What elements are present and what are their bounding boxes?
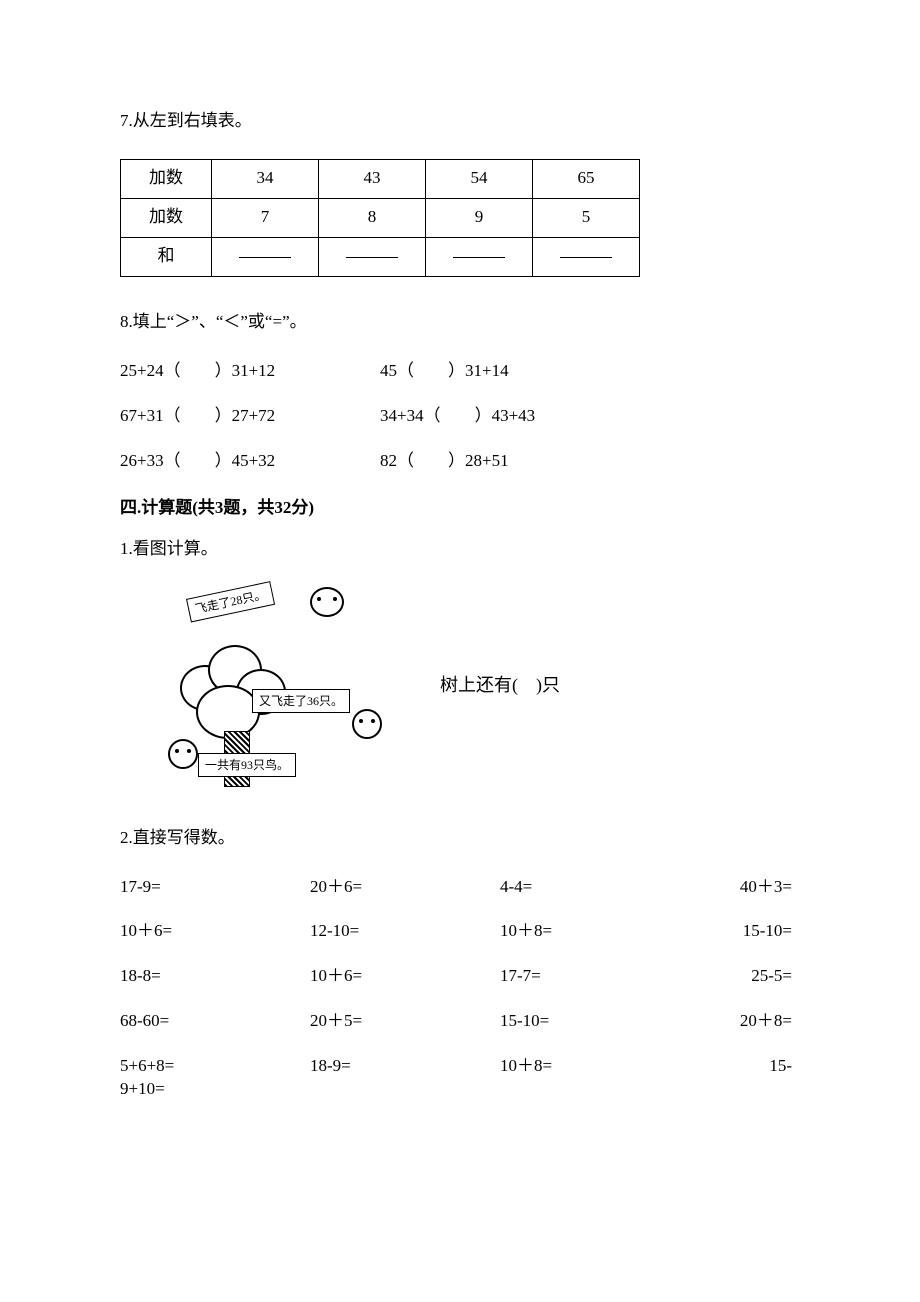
q4-2-grid: 17-9= 20＋6= 4-4= 40＋3= 10＋6= 12-10= 10＋8… xyxy=(120,876,800,1102)
cell: 43 xyxy=(319,159,426,198)
q7-prompt: 7.从左到右填表。 xyxy=(120,110,800,133)
calc-item: 4-4= xyxy=(500,876,690,899)
table-row: 加数 34 43 54 65 xyxy=(121,159,640,198)
calc-item: 17-9= xyxy=(120,876,310,899)
compare-item: 82（ ）28+51 xyxy=(380,450,640,473)
calc-item: 5+6+8=9+10= xyxy=(120,1055,310,1101)
compare-item: 45（ ）31+14 xyxy=(380,360,640,383)
cat-icon xyxy=(310,587,344,617)
child-head-icon xyxy=(352,709,382,739)
calc-item: 20＋5= xyxy=(310,1010,500,1033)
calc-item: 68-60= xyxy=(120,1010,310,1033)
table-row: 加数 7 8 9 5 xyxy=(121,198,640,237)
calc-item: 15-10= xyxy=(500,1010,690,1033)
blank-cell xyxy=(319,237,426,276)
compare-item: 25+24（ ）31+12 xyxy=(120,360,380,383)
cell: 5 xyxy=(533,198,640,237)
row-label: 加数 xyxy=(121,198,212,237)
blank-cell xyxy=(426,237,533,276)
calc-item: 18-9= xyxy=(310,1055,500,1101)
speech-bubble-fly1: 飞走了28只。 xyxy=(186,581,275,623)
blank-cell xyxy=(212,237,319,276)
speech-bubble-fly2: 又飞走了36只。 xyxy=(252,689,350,713)
cell: 54 xyxy=(426,159,533,198)
q7-table: 加数 34 43 54 65 加数 7 8 9 5 和 xyxy=(120,159,640,277)
q4-1-figure-row: 飞走了28只。 又飞走了36只。 一共有93只鸟。 树上还有( )只 xyxy=(120,581,800,791)
section4-heading: 四.计算题(共3题，共32分) xyxy=(120,497,800,520)
calc-item: 20＋8= xyxy=(690,1010,800,1033)
cell: 65 xyxy=(533,159,640,198)
answer-blank[interactable] xyxy=(346,257,398,258)
answer-blank[interactable] xyxy=(453,257,505,258)
answer-blank[interactable] xyxy=(239,257,291,258)
calc-item: 10＋6= xyxy=(120,920,310,943)
calc-item: 15- xyxy=(690,1055,800,1101)
q4-2-prompt: 2.直接写得数。 xyxy=(120,827,800,850)
row-label: 加数 xyxy=(121,159,212,198)
tree-birds-illustration: 飞走了28只。 又飞走了36只。 一共有93只鸟。 xyxy=(120,581,390,791)
calc-item: 40＋3= xyxy=(690,876,800,899)
speech-bubble-total: 一共有93只鸟。 xyxy=(198,753,296,777)
worksheet-page: 7.从左到右填表。 加数 34 43 54 65 加数 7 8 9 5 和 8.… xyxy=(0,0,920,1302)
compare-item: 34+34（ ）43+43 xyxy=(380,405,640,428)
child-head-icon xyxy=(168,739,198,769)
calc-item: 10＋8= xyxy=(500,1055,690,1101)
calc-item: 15-10= xyxy=(690,920,800,943)
cell: 9 xyxy=(426,198,533,237)
q8-grid: 25+24（ ）31+12 45（ ）31+14 67+31（ ）27+72 3… xyxy=(120,360,800,473)
q4-1-answer-text: 树上还有( )只 xyxy=(440,673,560,697)
answer-blank[interactable] xyxy=(560,257,612,258)
blank-cell xyxy=(533,237,640,276)
calc-item: 12-10= xyxy=(310,920,500,943)
row-label: 和 xyxy=(121,237,212,276)
cell: 8 xyxy=(319,198,426,237)
calc-item: 18-8= xyxy=(120,965,310,988)
q4-1-prompt: 1.看图计算。 xyxy=(120,538,800,561)
cell: 7 xyxy=(212,198,319,237)
calc-item: 25-5= xyxy=(690,965,800,988)
calc-item: 10＋6= xyxy=(310,965,500,988)
q8-prompt: 8.填上“＞”、“＜”或“=”。 xyxy=(120,311,800,334)
calc-item: 20＋6= xyxy=(310,876,500,899)
compare-item: 67+31（ ）27+72 xyxy=(120,405,380,428)
calc-item: 17-7= xyxy=(500,965,690,988)
table-row: 和 xyxy=(121,237,640,276)
calc-item: 10＋8= xyxy=(500,920,690,943)
compare-item: 26+33（ ）45+32 xyxy=(120,450,380,473)
cell: 34 xyxy=(212,159,319,198)
